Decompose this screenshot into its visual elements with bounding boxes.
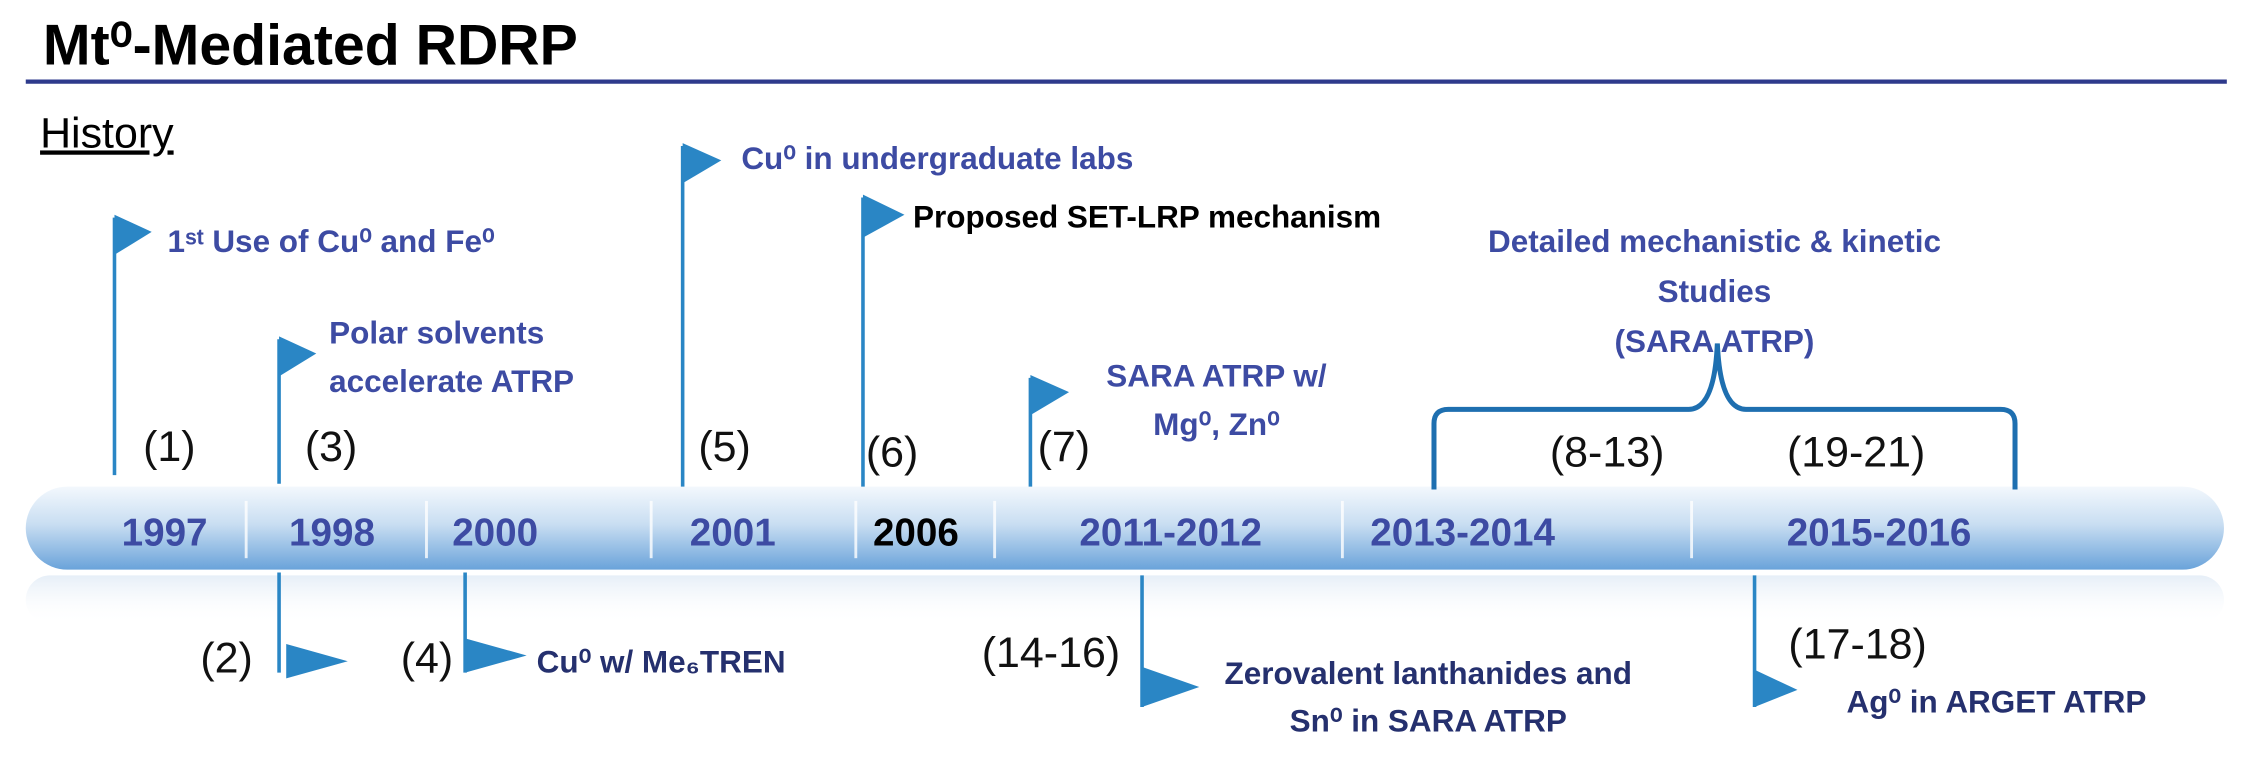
event-ref: (6) <box>866 429 918 477</box>
event-label: Cu⁰ in undergraduate labs <box>741 141 1133 176</box>
year: 1998 <box>289 511 375 554</box>
event: (2) <box>200 572 348 683</box>
brace <box>1431 343 2018 490</box>
year: 2006 <box>873 511 959 554</box>
event: (14-16) Zerovalent lanthanides and Sn⁰ i… <box>982 575 1632 738</box>
event-ref: (1) <box>143 423 195 471</box>
year: 2001 <box>690 511 776 554</box>
event-label: Proposed SET-LRP mechanism <box>913 200 1381 235</box>
event-label: Sn⁰ in SARA ATRP <box>1290 703 1567 738</box>
event: Proposed SET-LRP mechanism (6) <box>861 194 1381 487</box>
event-ref: (3) <box>305 423 357 471</box>
event: Cu⁰ in undergraduate labs (5) <box>680 141 1133 487</box>
event-ref: (4) <box>401 635 453 683</box>
event-ref: (7) <box>1038 423 1090 471</box>
event: SARA ATRP w/ Mg⁰, Zn⁰ (7) <box>1028 358 1327 487</box>
year: 2015-2016 <box>1787 511 1972 554</box>
event-ref: (2) <box>200 635 252 683</box>
event: 1ˢᵗ Use of Cu⁰ and Fe⁰ (1) <box>112 214 495 476</box>
year: 2000 <box>452 511 538 554</box>
event: Detailed mechanistic & kinetic Studies (… <box>1431 224 2018 490</box>
event-label: Mg⁰, Zn⁰ <box>1153 407 1280 442</box>
event: Polar solvents accelerate ATRP (3) <box>277 316 574 484</box>
event-label: 1ˢᵗ Use of Cu⁰ and Fe⁰ <box>167 224 494 259</box>
event-ref: (17-18) <box>1788 620 1926 668</box>
event-ref: (14-16) <box>982 629 1120 677</box>
bar-dividers <box>244 500 1694 559</box>
event: (17-18) Ag⁰ in ARGET ATRP <box>1752 575 2146 720</box>
event-ref: (5) <box>698 423 750 471</box>
event-label: Detailed mechanistic & kinetic <box>1488 224 1941 259</box>
event: (4) Cu⁰ w/ Me₆TREN <box>401 572 786 683</box>
event-label: Studies <box>1658 274 1772 309</box>
event-label: accelerate ATRP <box>329 364 574 399</box>
event-label: Polar solvents <box>329 316 544 351</box>
year: 1997 <box>122 511 208 554</box>
bar-reflection <box>25 575 2224 625</box>
event-label: SARA ATRP w/ <box>1106 358 1327 393</box>
year: 2013-2014 <box>1370 511 1555 554</box>
timeline-bar <box>25 486 2224 570</box>
subtitle: History <box>40 109 174 157</box>
event-label: (SARA ATRP) <box>1615 324 1815 359</box>
event-ref: (19-21) <box>1787 429 1925 477</box>
event-ref: (8-13) <box>1550 429 1665 477</box>
event-label: Cu⁰ w/ Me₆TREN <box>537 645 786 680</box>
title: Mt⁰-Mediated RDRP <box>43 13 578 77</box>
event-label: Ag⁰ in ARGET ATRP <box>1846 685 2146 720</box>
year: 2011-2012 <box>1079 511 1262 554</box>
event-label: Zerovalent lanthanides and <box>1225 656 1632 691</box>
